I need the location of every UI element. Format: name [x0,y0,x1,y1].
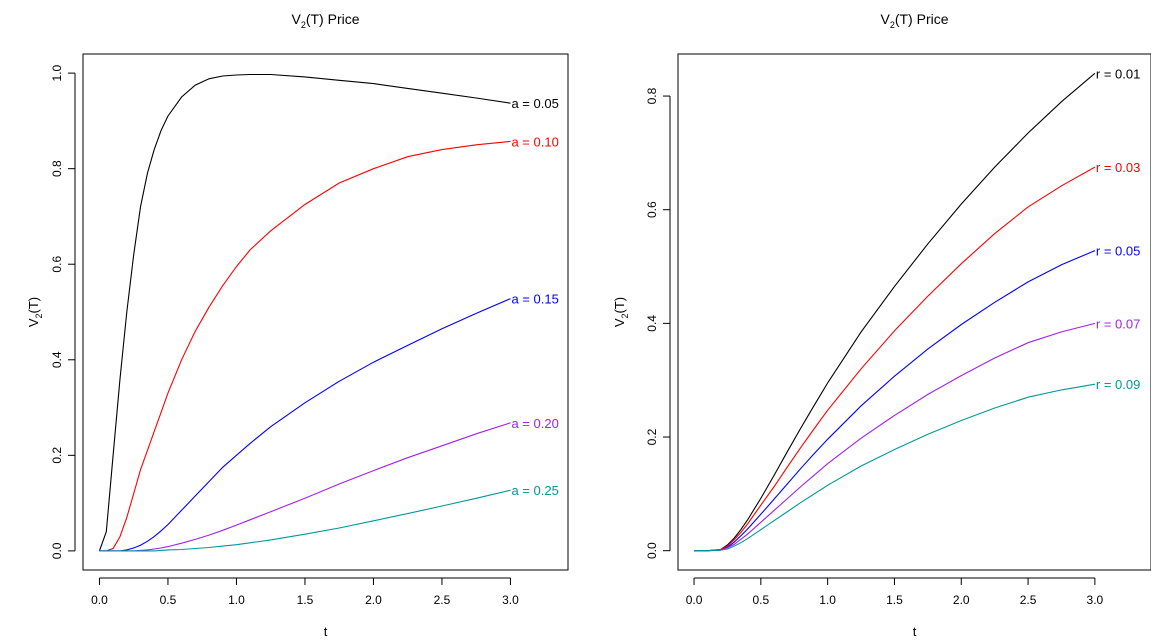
series-end-label: r = 0.03 [1096,160,1140,175]
y-axis-label: V2(T) [612,297,630,327]
series-end-label: r = 0.05 [1096,244,1140,259]
chart-title-main: V [291,11,301,27]
plot-frame [677,53,1151,571]
series-line-3 [99,298,511,552]
y-axis-label-rest: (T) [612,297,627,314]
chart-title: V2(T) Price [880,11,948,30]
x-axis-label: t [324,624,328,639]
plot-frame [82,53,569,571]
x-tick-label: 1.0 [228,593,245,607]
chart-title-subscript: 2 [890,20,895,30]
y-tick-label: 0.2 [50,447,64,464]
series-line-5 [694,383,1095,552]
y-axis-label: V2(T) [26,297,44,327]
y-tick-label: 0.4 [50,351,64,368]
chart-title-subscript: 2 [301,20,306,30]
chart-title-main: V [880,11,890,27]
chart-title-rest: (T) Price [895,11,949,27]
series-line-3 [694,250,1096,552]
y-tick-label: 0.6 [50,256,64,273]
series-line-5 [99,489,511,552]
y-tick-label: 0.6 [645,201,659,218]
y-tick-label: 0.8 [50,160,64,177]
x-tick-label: 3.0 [502,593,519,607]
series-end-label: r = 0.09 [1096,377,1140,392]
x-tick-label: 0.5 [752,593,769,607]
x-tick-label: 0.0 [91,593,108,607]
x-tick-label: 3.0 [1087,593,1104,607]
x-tick-label: 2.0 [365,593,382,607]
series-end-label: r = 0.01 [1096,66,1140,81]
y-axis-label-rest: (T) [26,297,41,314]
series-end-label: a = 0.10 [511,134,558,149]
series-line-2 [694,166,1096,552]
series-line-2 [99,140,511,552]
x-tick-label: 1.0 [819,593,836,607]
y-tick-label: 0.2 [645,428,659,445]
y-tick-label: 0.0 [50,542,64,559]
chart-title-rest: (T) Price [306,11,360,27]
series-end-label: a = 0.15 [511,292,558,307]
series-end-label: a = 0.20 [511,416,558,431]
y-tick-label: 0.4 [645,315,659,332]
series-end-label: a = 0.25 [511,483,558,498]
y-axis-label-subscript: 2 [34,313,44,318]
x-tick-label: 1.5 [886,593,903,607]
series-end-label: a = 0.05 [511,96,558,111]
y-tick-label: 0.0 [645,542,659,559]
x-tick-label: 0.0 [686,593,703,607]
x-tick-label: 2.5 [1020,593,1037,607]
series-line-1 [694,72,1096,552]
y-axis-label-main: V [26,318,41,327]
x-tick-label: 1.5 [297,593,314,607]
series-line-4 [694,322,1096,552]
series-end-label: r = 0.07 [1096,316,1140,331]
y-axis-label-main: V [612,318,627,327]
y-tick-label: 1.0 [50,64,64,81]
chart-title: V2(T) Price [291,11,359,30]
x-tick-label: 2.5 [434,593,451,607]
y-axis-label-subscript: 2 [620,313,630,318]
x-tick-label: 0.5 [160,593,177,607]
y-tick-label: 0.8 [645,87,659,104]
x-tick-label: 2.0 [953,593,970,607]
series-line-4 [99,422,511,552]
series-line-1 [98,73,511,552]
x-axis-label: t [913,624,917,639]
